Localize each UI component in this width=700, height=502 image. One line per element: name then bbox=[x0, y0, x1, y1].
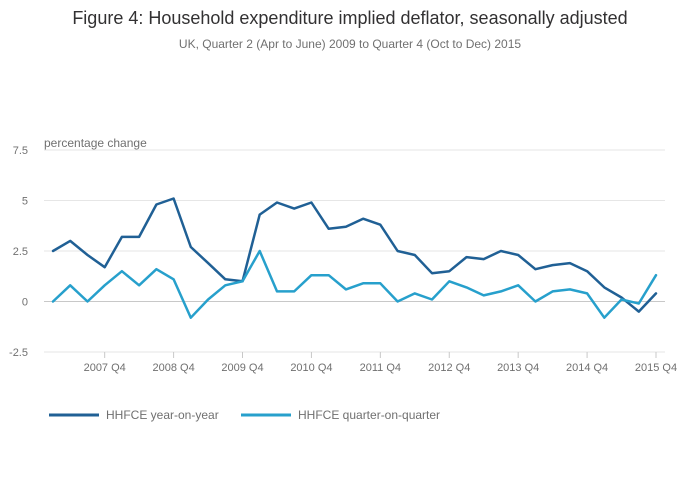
x-tick-label: 2014 Q4 bbox=[566, 362, 608, 374]
x-tick-label: 2009 Q4 bbox=[221, 362, 263, 374]
series-line-quarter-on-quarter bbox=[51, 249, 658, 319]
legend-label: HHFCE quarter-on-quarter bbox=[298, 408, 440, 422]
x-tick-label: 2010 Q4 bbox=[290, 362, 332, 374]
legend-label: HHFCE year-on-year bbox=[106, 408, 219, 422]
y-tick-label: -2.5 bbox=[9, 347, 28, 359]
x-tick-label: 2007 Q4 bbox=[84, 362, 126, 374]
y-axis-ticks: 7.5 5 2.5 0 -2.5 bbox=[9, 145, 28, 359]
y-tick-label: 7.5 bbox=[13, 145, 28, 157]
x-tick-label: 2011 Q4 bbox=[360, 362, 401, 374]
x-tick-label: 2008 Q4 bbox=[152, 362, 194, 374]
chart-title: Figure 4: Household expenditure implied … bbox=[72, 8, 627, 28]
x-axis-ticks: 2007 Q4 2008 Q4 2009 Q4 2010 Q4 2011 Q4 2012 … bbox=[84, 352, 677, 374]
x-tick-label: 2012 Q4 bbox=[428, 362, 470, 374]
chart-subtitle: UK, Quarter 2 (Apr to June) 2009 to Quar… bbox=[179, 37, 521, 51]
y-axis-label: percentage change bbox=[44, 136, 147, 150]
series-lines bbox=[51, 197, 658, 319]
series-line-year-on-year bbox=[51, 197, 658, 313]
x-tick-label: 2015 Q4 bbox=[635, 362, 677, 374]
gridlines bbox=[44, 149, 665, 353]
y-tick-label: 5 bbox=[22, 196, 28, 208]
y-tick-label: 2.5 bbox=[13, 246, 28, 258]
legend: HHFCE year-on-year HHFCE quarter-on-quart… bbox=[49, 408, 440, 422]
y-tick-label: 0 bbox=[22, 297, 28, 309]
x-tick-label: 2013 Q4 bbox=[497, 362, 539, 374]
